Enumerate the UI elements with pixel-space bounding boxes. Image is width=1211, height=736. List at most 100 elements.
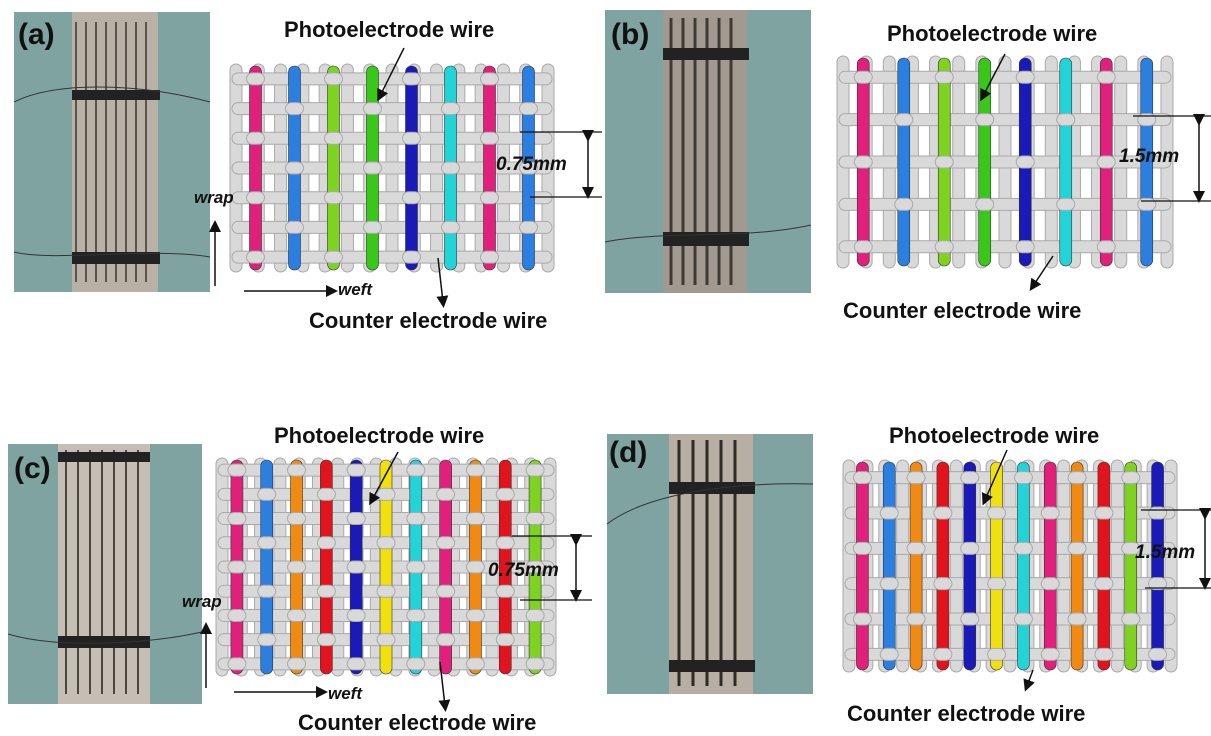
colored-wire [1140,57,1154,267]
weft-crossing [287,463,307,477]
panel-b: (b) Photoelectrode wire Counter electrod… [605,0,1211,366]
weft-crossing [246,250,265,264]
colored-wire [260,459,274,675]
annotation-arrows [209,47,602,308]
weft-crossing [1094,506,1114,520]
colored-wire [327,65,340,271]
weft-crossing [227,608,247,622]
weft-crossing [287,560,307,574]
weft-crossing [1121,471,1141,485]
weft-label: weft [328,684,362,703]
panel-label: (a) [18,18,55,51]
weft-crossing [406,463,426,477]
weft-crossing [346,657,366,671]
weft-crossing [933,647,953,661]
weft-crossing [960,471,980,485]
weft-crossing [257,487,277,501]
weft-crossing [436,584,456,598]
fabric-photo-image [8,444,202,704]
weft-crossing [316,536,336,550]
weft-crossing [495,487,515,501]
weft-crossing [525,463,545,477]
colored-wire [1059,57,1073,267]
counter-electrode-label: Counter electrode wire [298,710,537,735]
spacing-label: 1.5mm [1135,542,1196,563]
weft-crossing [465,512,485,526]
weft-crossing [894,113,914,127]
weft-crossing [525,512,545,526]
weft-crossing [346,512,366,526]
weft-crossing [1015,240,1035,254]
weft-crossing [1040,647,1060,661]
weft-crossing [1094,647,1114,661]
weft-crossing [363,161,382,175]
weft-crossing [480,131,499,145]
colored-wire [483,65,496,271]
counter-electrode-label: Counter electrode wire [309,308,548,333]
weft-crossing [346,463,366,477]
weft-thread [838,70,1172,84]
weft-crossing [1040,577,1060,591]
weft-crossing [1015,70,1035,84]
weft-crossing [1067,541,1087,555]
colored-wire [439,459,452,675]
panel-c: (c) Photoelectrode wire Counter electrod… [0,366,605,735]
weave-diagram-a [229,63,555,273]
weft-crossing [1096,240,1116,254]
weft-crossing [316,633,336,647]
weft-thread [844,647,1176,661]
weft-crossing [436,487,456,501]
weft-crossing [525,560,545,574]
panel-a: (a) Photoelectrode wire Counter electrod… [0,0,605,366]
weft-crossing [1067,471,1087,485]
counter-electrode-label: Counter electrode wire [847,701,1086,726]
weft-crossing [933,577,953,591]
weft-crossing [525,608,545,622]
fabric-photo-c [8,444,202,704]
weft-thread [844,577,1176,591]
weft-crossing [406,560,426,574]
weft-crossing [987,647,1007,661]
weft-crossing [316,584,336,598]
weft-crossing [1056,197,1076,211]
weft-crossing [402,191,421,205]
weft-thread [231,131,553,145]
weft-crossing [1013,541,1033,555]
weft-crossing [363,220,382,234]
weft-crossing [987,506,1007,520]
weft-thread [844,506,1176,520]
weft-crossing [1040,506,1060,520]
weave-diagram-c [215,457,557,677]
panel-label: (c) [14,452,51,485]
weft-crossing [480,191,499,205]
weft-crossing [525,657,545,671]
weft-crossing [227,512,247,526]
weft-crossing [406,608,426,622]
weave-diagram-d [842,459,1178,673]
spacing-label: 0.75mm [488,560,559,581]
weft-crossing [1096,155,1116,169]
weft-thread [844,471,1176,485]
weft-crossing [960,612,980,626]
weft-crossing [346,560,366,574]
weft-crossing [257,633,277,647]
weft-crossing [495,536,515,550]
weft-crossing [287,512,307,526]
weft-crossing [1056,113,1076,127]
weft-crossing [441,161,460,175]
colored-wire [320,459,333,675]
weft-crossing [441,220,460,234]
weft-crossing [465,463,485,477]
weft-crossing [960,541,980,555]
weft-thread [838,155,1172,169]
weft-crossing [853,155,873,169]
weft-crossing [1015,155,1035,169]
panel-label: (d) [609,436,648,469]
weft-crossing [406,657,426,671]
weft-crossing [495,633,515,647]
counter-electrode-label: Counter electrode wire [843,298,1082,323]
weft-crossing [906,612,926,626]
weft-thread [231,191,553,205]
colored-wire [978,57,992,267]
weft-crossing [480,72,499,86]
